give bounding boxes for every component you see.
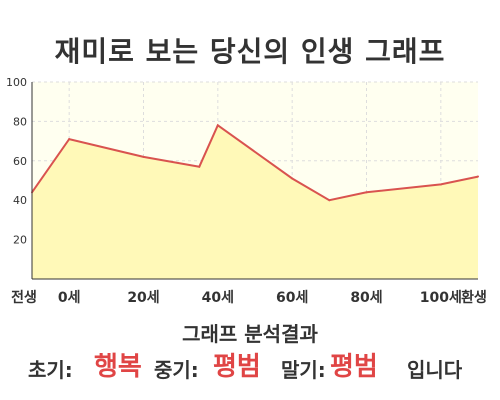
x-tick-label: 60세: [276, 290, 308, 306]
middle-label: 중기:: [154, 358, 199, 382]
chart-title: 재미로 보는 당신의 인생 그래프: [54, 35, 446, 68]
data-point: [142, 155, 145, 158]
y-tick-label: 20: [13, 234, 27, 247]
x-tick-labels: 전생 0세 20세 40세 60세 80세 100세 환생: [11, 289, 487, 306]
data-point: [68, 138, 71, 141]
data-point: [198, 165, 201, 168]
life-graph-chart: 20 40 60 80 100 전생 0세 20세 40세 60세 80세 100세 환생: [6, 76, 487, 306]
data-point: [439, 183, 442, 186]
x-tick-label: 환생: [461, 289, 487, 306]
result-line: 초기: 행복 중기: 평범 말기: 평범 입니다: [0, 344, 500, 384]
early-label: 초기:: [28, 358, 73, 382]
life-area-fill: [32, 125, 478, 279]
x-tick-label: 전생: [11, 289, 37, 306]
x-tick-label: 40세: [202, 290, 234, 306]
late-value: 평범: [330, 352, 378, 382]
middle-value: 평범: [213, 352, 261, 382]
y-tick-label: 100: [6, 76, 27, 89]
result-title: 그래프 분석결과: [182, 322, 318, 346]
x-tick-label: 20세: [127, 290, 159, 306]
data-points: [31, 124, 479, 202]
y-tick-label: 60: [13, 155, 27, 168]
data-point: [477, 175, 479, 178]
data-point: [328, 199, 331, 202]
late-label: 말기:: [281, 358, 326, 382]
x-tick-label: 80세: [350, 290, 382, 306]
y-tick-labels: 20 40 60 80 100: [6, 76, 27, 247]
result-suffix: 입니다: [407, 358, 463, 382]
x-tick-label: 100세: [420, 290, 462, 306]
data-point: [365, 191, 368, 194]
y-tick-label: 80: [13, 115, 27, 128]
life-line: [31, 123, 479, 202]
data-point: [291, 177, 294, 180]
data-point: [216, 124, 219, 127]
y-tick-label: 40: [13, 194, 27, 207]
early-value: 행복: [94, 352, 142, 382]
x-tick-label: 0세: [58, 290, 81, 306]
